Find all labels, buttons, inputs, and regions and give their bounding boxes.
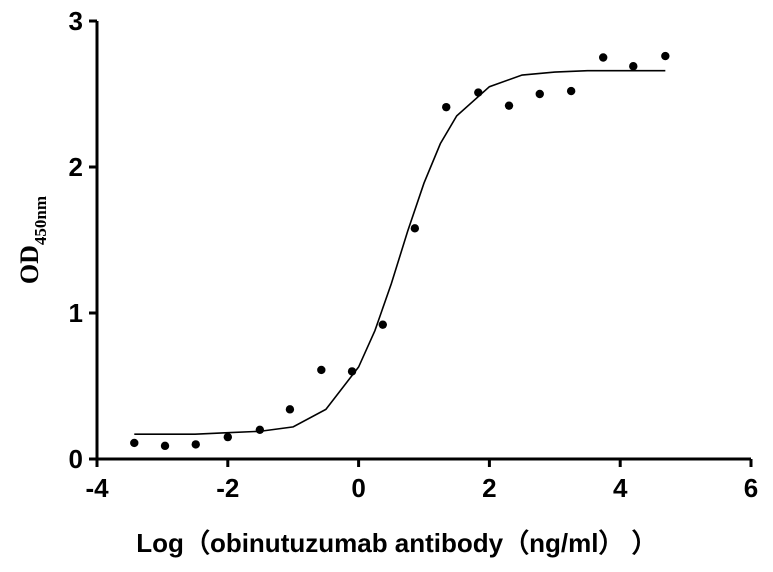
data-point <box>504 101 514 110</box>
y-tick-label: 0 <box>69 444 83 474</box>
x-axis-label: Log（obinutuzumab antibody（ng/ml） ） <box>136 528 657 558</box>
data-point <box>317 365 326 375</box>
data-point <box>474 88 483 97</box>
x-tick-label: 6 <box>744 473 758 503</box>
y-tick-label: 1 <box>69 298 83 328</box>
y-tick-label: 3 <box>69 6 83 36</box>
x-tick-label: 0 <box>351 473 365 503</box>
data-point <box>160 441 170 451</box>
fit-curve <box>134 69 666 435</box>
data-point <box>629 62 638 71</box>
data-point <box>410 224 420 233</box>
data-point <box>566 86 576 96</box>
data-point <box>223 432 232 442</box>
x-tick-label: 2 <box>482 473 496 503</box>
x-tick-label: -2 <box>216 473 239 503</box>
data-point <box>285 405 295 414</box>
x-tick-label: 4 <box>613 473 628 503</box>
data-point <box>598 53 608 62</box>
x-tick-label: -4 <box>85 473 109 503</box>
data-point <box>378 320 387 329</box>
y-axis-label-group: OD450nm <box>15 196 50 284</box>
data-point <box>255 425 265 434</box>
data-point <box>191 440 200 449</box>
y-axis-label-main: OD <box>15 245 44 284</box>
data-point <box>661 51 670 61</box>
y-axis-label-sub: 450nm <box>31 196 50 245</box>
data-point <box>535 89 544 99</box>
y-axis-label: OD450nm <box>15 196 50 284</box>
y-tick-label: 2 <box>69 152 83 182</box>
data-point <box>442 102 451 112</box>
data-point <box>130 438 139 448</box>
